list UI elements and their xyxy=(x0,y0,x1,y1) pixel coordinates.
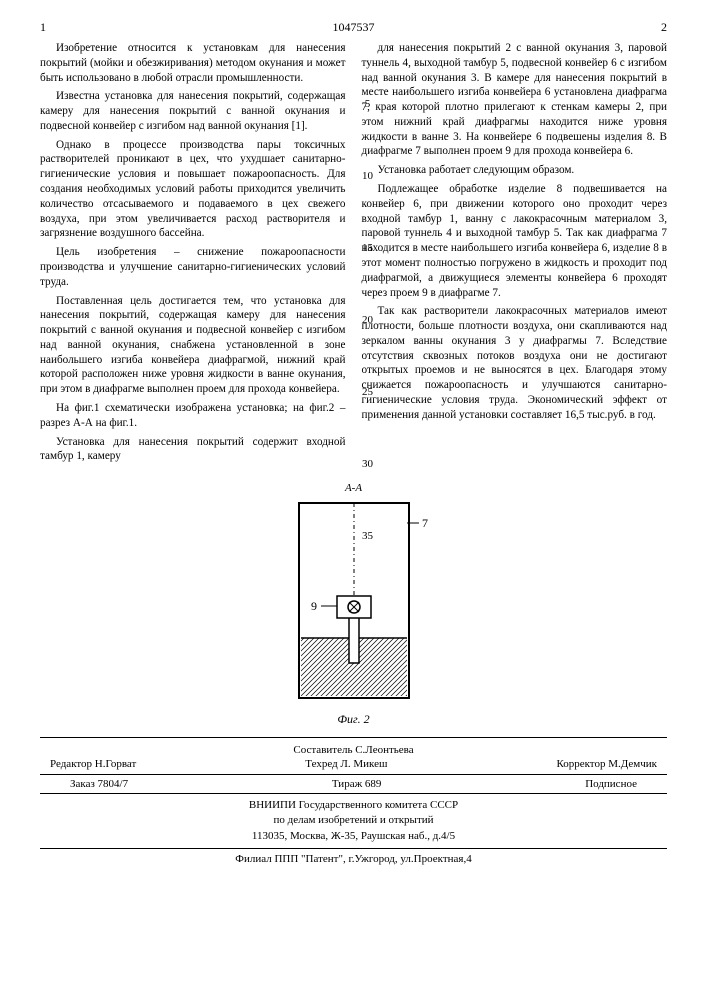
techred: Техред Л. Микеш xyxy=(305,758,387,770)
credits-line: Редактор Н.Горват Техред Л. Микеш Коррек… xyxy=(40,758,667,770)
paragraph: Известна установка для нанесения покрыти… xyxy=(40,89,346,133)
doc-number: 1047537 xyxy=(333,20,375,35)
footer: ВНИИПИ Государственного комитета СССР по… xyxy=(40,798,667,868)
footer-line: Филиал ППП "Патент", г.Ужгород, ул.Проек… xyxy=(40,848,667,867)
paragraph: Цель изобретения – снижение пожароопасно… xyxy=(40,245,346,289)
order-subscr: Подписное xyxy=(585,778,637,790)
paragraph: Так как растворители лакокрасочных матер… xyxy=(362,304,668,422)
figure-label-7: 7 xyxy=(422,516,428,530)
column-right: 5 10 15 20 25 30 35 для нанесения покрыт… xyxy=(362,41,668,468)
page-number-right: 2 xyxy=(661,20,667,35)
paragraph: Установка работает следующим образом. xyxy=(362,163,668,178)
column-left: Изобретение относится к установкам для н… xyxy=(40,41,346,468)
line-mark: 5 xyxy=(358,97,378,112)
paragraph: Однако в процессе производства пары токс… xyxy=(40,138,346,241)
figure-2: А-А 7 9 xyxy=(40,482,667,727)
figure-svg: 7 9 xyxy=(279,498,429,708)
section-label: А-А xyxy=(40,482,667,494)
footer-line: по делам изобретений и открытий xyxy=(40,813,667,828)
page: 1 1047537 2 Изобретение относится к уста… xyxy=(0,0,707,888)
text-columns: Изобретение относится к установкам для н… xyxy=(40,41,667,468)
corrector: Корректор М.Демчик xyxy=(556,758,657,770)
editor: Редактор Н.Горват xyxy=(50,758,136,770)
paragraph: для нанесения покрытий 2 с ванной окунан… xyxy=(362,41,668,159)
line-mark: 15 xyxy=(358,241,378,256)
paragraph: Установка для нанесения покрытий содержи… xyxy=(40,435,346,465)
paragraph: На фиг.1 схематически изображена установ… xyxy=(40,401,346,431)
paragraph: Подлежащее обработке изделие 8 подвешива… xyxy=(362,182,668,300)
figure-caption: Фиг. 2 xyxy=(40,712,667,727)
paragraph: Изобретение относится к установкам для н… xyxy=(40,41,346,85)
paragraph: Поставленная цель достигается тем, что у… xyxy=(40,294,346,397)
credits-block: Составитель С.Леонтьева Редактор Н.Горва… xyxy=(40,737,667,770)
line-mark: 20 xyxy=(358,313,378,328)
figure-label-9: 9 xyxy=(311,599,317,613)
line-mark: 25 xyxy=(358,385,378,400)
order-tirazh: Тираж 689 xyxy=(332,778,382,790)
line-mark: 35 xyxy=(358,529,378,544)
header-row: 1 1047537 2 xyxy=(40,20,667,35)
line-mark: 10 xyxy=(358,169,378,184)
order-line: Заказ 7804/7 Тираж 689 Подписное xyxy=(40,774,667,794)
line-mark: 30 xyxy=(358,457,378,472)
compiler: Составитель С.Леонтьева xyxy=(40,744,667,756)
footer-line: ВНИИПИ Государственного комитета СССР xyxy=(40,798,667,813)
order-zakaz: Заказ 7804/7 xyxy=(70,778,128,790)
footer-line: 113035, Москва, Ж-35, Раушская наб., д.4… xyxy=(40,829,667,844)
page-number-left: 1 xyxy=(40,20,46,35)
